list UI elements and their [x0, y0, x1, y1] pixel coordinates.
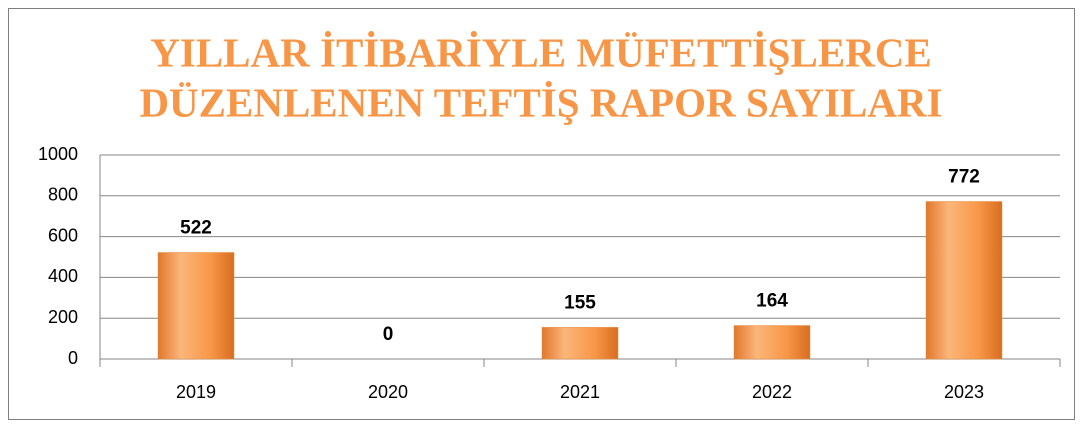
y-tick-label: 200 — [48, 307, 78, 327]
y-tick-label: 1000 — [38, 144, 78, 164]
y-tick-label: 800 — [48, 185, 78, 205]
bar — [733, 325, 811, 360]
chart-title: DÜZENLENEN TEFTİŞ RAPOR SAYILARI — [139, 79, 942, 125]
y-tick-label: 400 — [48, 266, 78, 286]
x-tick-label: 2019 — [176, 382, 216, 402]
chart-title: YILLAR İTİBARİYLE MÜFETTİŞLERCE — [150, 29, 931, 75]
y-tick-label: 600 — [48, 225, 78, 245]
value-label: 522 — [180, 218, 212, 239]
value-label: 772 — [948, 167, 980, 188]
bar — [541, 327, 619, 360]
bar — [157, 252, 235, 360]
x-tick-label: 2023 — [944, 382, 984, 402]
x-tick-label: 2020 — [368, 382, 408, 402]
bar — [925, 201, 1003, 360]
value-label: 0 — [383, 324, 394, 345]
y-tick-label: 0 — [68, 348, 78, 368]
x-tick-label: 2022 — [752, 382, 792, 402]
x-tick-label: 2021 — [560, 382, 600, 402]
value-label: 164 — [756, 291, 788, 312]
value-label: 155 — [564, 292, 596, 313]
